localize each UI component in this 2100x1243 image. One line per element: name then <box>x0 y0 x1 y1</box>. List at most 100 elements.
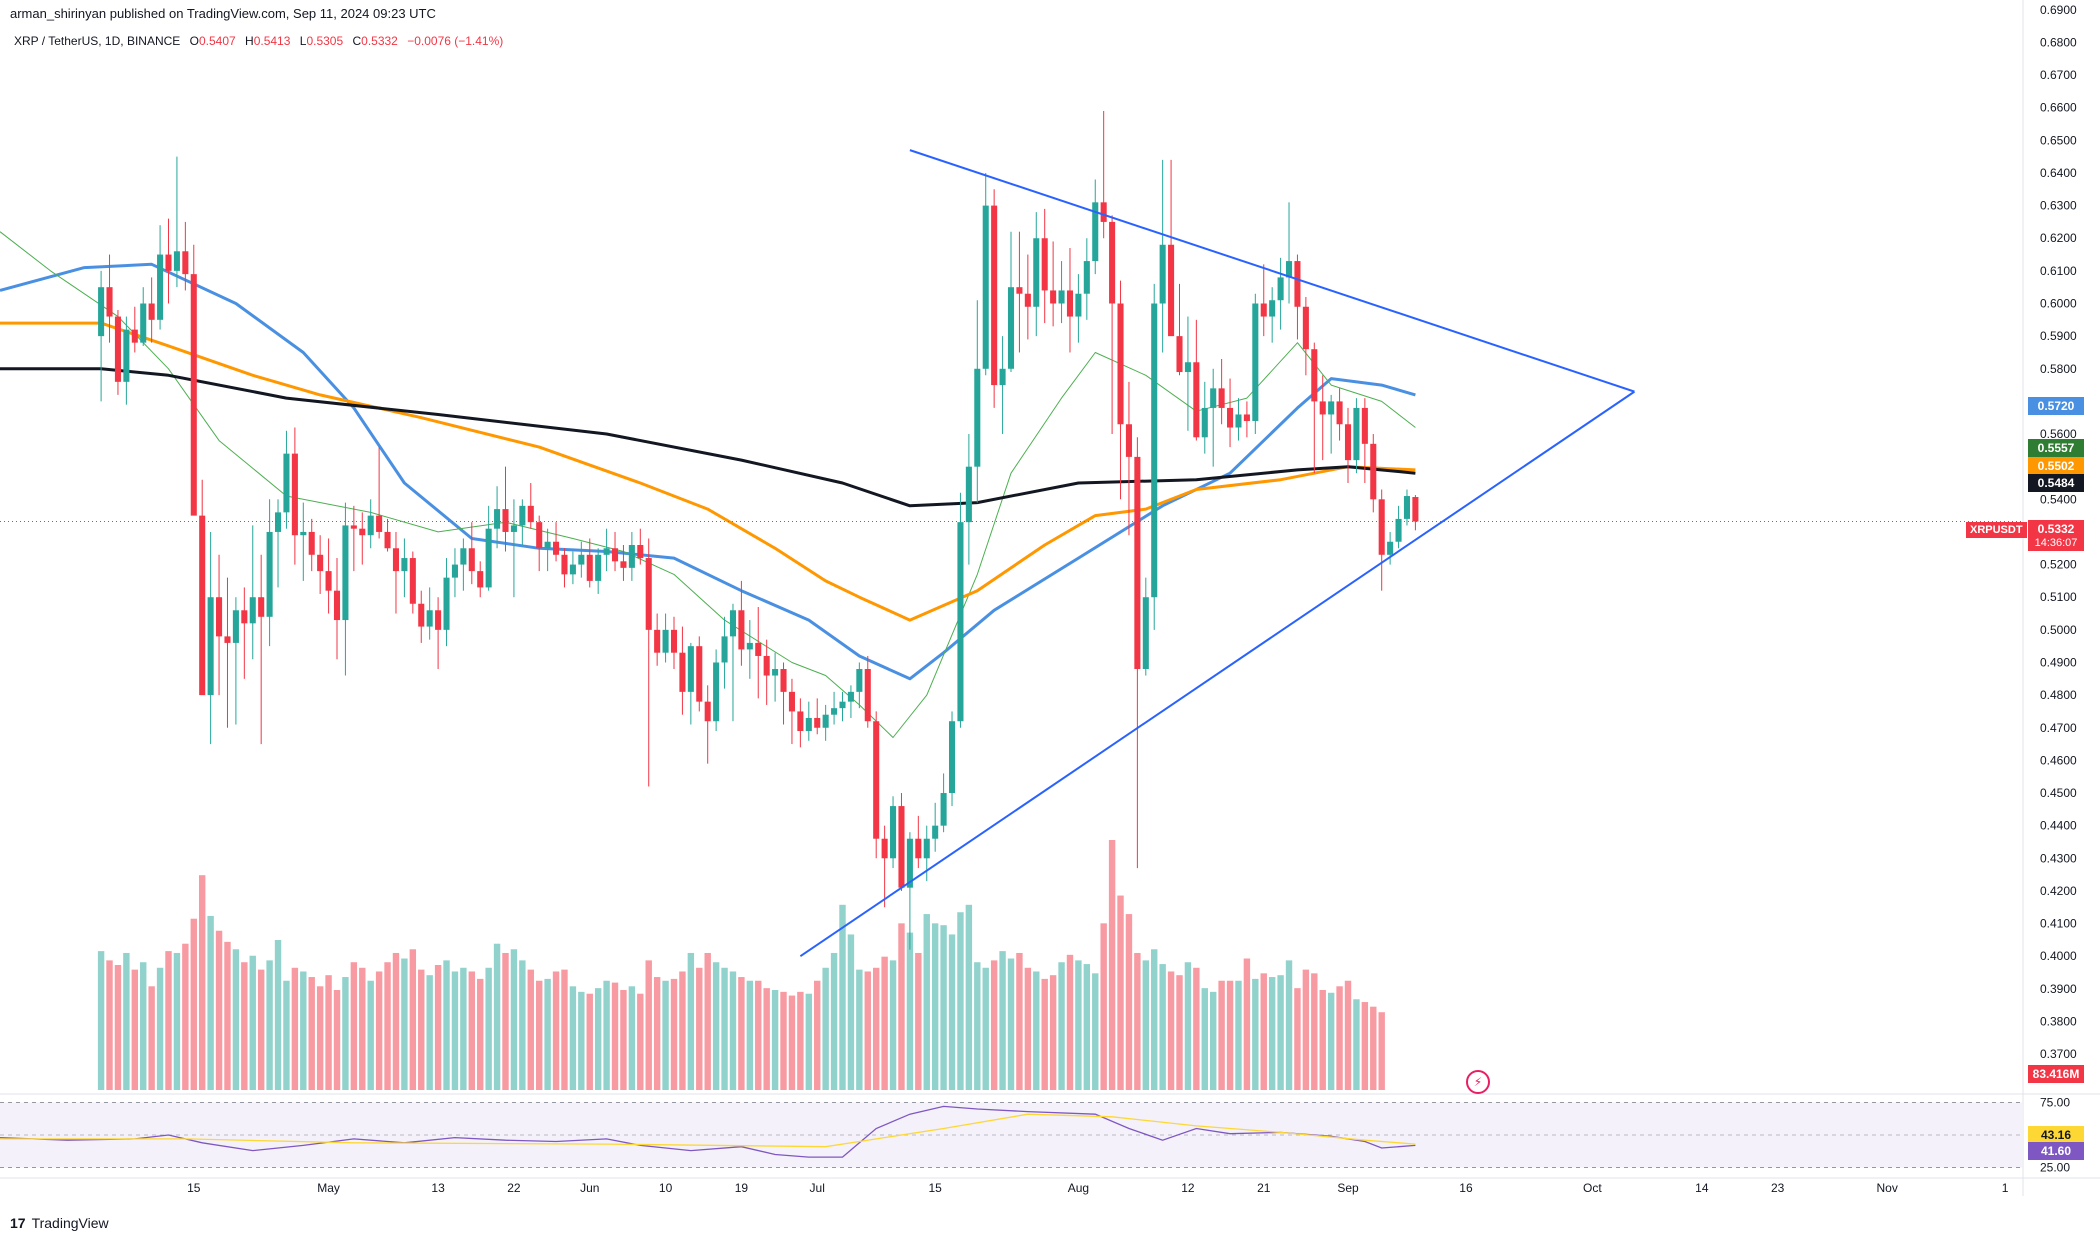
volume-bar <box>215 930 223 1090</box>
candle-body <box>890 806 897 859</box>
time-tick-label: 16 <box>1459 1181 1473 1195</box>
time-tick-label: May <box>317 1181 340 1195</box>
time-tick-label: 19 <box>735 1181 749 1195</box>
volume-bar <box>1302 969 1310 1090</box>
price-tick-label: 0.6400 <box>2040 166 2077 180</box>
price-tick-label: 0.5400 <box>2040 492 2077 506</box>
candle-body <box>1142 597 1149 670</box>
time-tick-label: Aug <box>1068 1181 1089 1195</box>
candle-body <box>704 701 711 722</box>
candle-body <box>1378 499 1385 555</box>
volume-bar <box>771 990 779 1090</box>
footer-brand[interactable]: 17 TradingView <box>10 1215 109 1231</box>
time-tick-label: 15 <box>928 1181 942 1195</box>
volume-bar <box>1125 914 1133 1090</box>
volume-bar <box>308 977 315 1090</box>
volume-bar <box>535 980 543 1090</box>
candle-body <box>1319 401 1326 415</box>
symbol-name[interactable]: XRP / TetherUS, 1D, BINANCE <box>14 34 181 48</box>
volume-bar <box>1083 964 1091 1090</box>
volume-bar <box>931 923 939 1090</box>
volume-bar <box>974 962 981 1090</box>
time-tick-label: 1 <box>2002 1181 2009 1195</box>
time-axis: 15 May 13 22 Jun 10 19 Jul 15 Aug 12 21 Sep 16 Oct 14 23… <box>187 1181 2009 1195</box>
volume-bar <box>1336 986 1343 1090</box>
ma-black-badge: 0.5484 <box>2028 474 2084 492</box>
candle-body <box>645 558 652 630</box>
volume-bar <box>1007 958 1015 1090</box>
volume-bar <box>182 943 189 1090</box>
ma-line <box>0 262 1416 681</box>
candle-body <box>561 554 568 575</box>
volume-bar <box>906 932 914 1090</box>
volume-bar <box>165 951 172 1090</box>
price-badge: 0.5332 <box>2028 520 2084 538</box>
candle-body <box>965 466 972 523</box>
tradingview-logo-icon: 17 <box>10 1215 26 1231</box>
candle-body <box>1235 414 1242 428</box>
candle-body <box>586 554 593 581</box>
volume-bar <box>283 980 290 1090</box>
candle-body <box>1269 300 1276 317</box>
volume-bar <box>738 977 745 1090</box>
open-label: O <box>189 34 199 48</box>
volume-bar <box>291 967 299 1090</box>
candle-body <box>426 610 433 627</box>
volume-bar <box>637 993 644 1090</box>
candle-body <box>342 525 349 621</box>
volume-bar <box>569 986 577 1090</box>
candle-body <box>1260 303 1267 317</box>
volume-bar <box>1268 977 1276 1090</box>
candle-body <box>477 571 484 588</box>
candle-body <box>982 205 989 369</box>
candle-body <box>1294 261 1301 307</box>
candle-body <box>569 564 576 575</box>
rsi-level-label: 75.00 <box>2040 1096 2070 1110</box>
candle-body <box>1361 407 1368 444</box>
volume-bar <box>502 952 509 1090</box>
time-tick-label: 14 <box>1695 1181 1709 1195</box>
candle-body <box>999 368 1006 386</box>
lightning-icon[interactable]: ⚡ <box>1466 1070 1490 1094</box>
volume-bar <box>266 960 273 1090</box>
volume-bars <box>97 840 1385 1090</box>
volume-bar <box>460 967 467 1090</box>
candle-body <box>308 531 315 555</box>
candle-body <box>670 629 678 653</box>
time-tick-label: Jul <box>810 1181 825 1195</box>
price-tick-label: 0.6500 <box>2040 133 2077 147</box>
volume-bar <box>1151 949 1158 1090</box>
candle-body <box>148 303 155 320</box>
candle-body <box>721 636 728 663</box>
candle-body <box>418 603 425 627</box>
candle-body <box>1066 290 1074 317</box>
volume-bar <box>131 969 139 1090</box>
candle-body <box>1151 303 1158 598</box>
candle-body <box>350 525 357 529</box>
candle-body <box>822 714 829 728</box>
candle-body <box>687 646 694 692</box>
volume-bar <box>156 967 164 1090</box>
volume-bar <box>1049 975 1057 1090</box>
candle-body <box>738 610 745 650</box>
price-tick-label: 0.4400 <box>2040 819 2077 833</box>
volume-bar <box>856 969 863 1090</box>
volume-bar <box>620 990 627 1090</box>
volume-bar <box>257 969 265 1090</box>
candle-body <box>814 717 821 728</box>
candle-body <box>1134 456 1141 670</box>
volume-bar <box>375 971 383 1090</box>
volume-bar <box>241 962 248 1090</box>
volume-bar <box>198 875 206 1090</box>
candle-body <box>847 691 854 702</box>
candle-body <box>932 825 939 839</box>
candle-body <box>325 571 332 591</box>
volume-bar <box>1176 975 1183 1090</box>
candle-body <box>502 509 509 532</box>
candle-body <box>1395 518 1402 542</box>
trendline-resistance <box>909 149 1635 393</box>
candle-body <box>494 509 501 529</box>
volume-bar <box>704 952 711 1090</box>
rsi-pane: 75.00 25.00 <box>0 1096 2070 1175</box>
